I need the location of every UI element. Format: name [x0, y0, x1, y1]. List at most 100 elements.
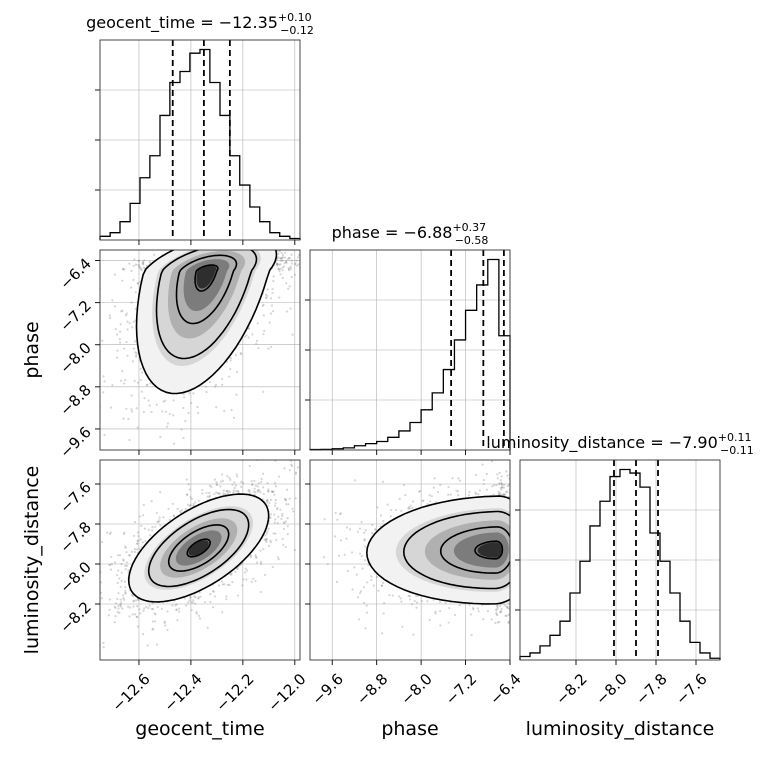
scatter-point [180, 509, 184, 512]
scatter-point [133, 534, 136, 537]
scatter-point [171, 604, 174, 607]
scatter-point [321, 487, 323, 489]
scatter-point [185, 478, 188, 481]
scatter-point [247, 489, 250, 492]
scatter-point [156, 520, 159, 523]
scatter-point [263, 329, 266, 332]
scatter-point [142, 410, 146, 414]
scatter-point [195, 611, 198, 614]
scatter-point [142, 259, 146, 262]
scatter-point [121, 309, 124, 312]
scatter-point [151, 620, 154, 623]
scatter-point [147, 528, 150, 531]
scatter-point [284, 520, 288, 523]
scatter-point [266, 294, 269, 297]
scatter-point [163, 399, 167, 402]
scatter-point [281, 269, 284, 272]
scatter-point [142, 266, 146, 269]
scatter-point [123, 382, 126, 385]
scatter-point [125, 312, 128, 315]
contours-10 [135, 250, 278, 395]
scatter-point [218, 492, 221, 495]
scatter-point [269, 513, 272, 516]
scatter-point [130, 408, 133, 411]
scatter-point [192, 502, 195, 506]
scatter-point [221, 383, 224, 386]
scatter-point [221, 479, 224, 482]
scatter-point [258, 242, 260, 244]
scatter-point [148, 404, 151, 407]
scatter-point [255, 342, 258, 345]
scatter-point [136, 598, 140, 601]
scatter-point [254, 579, 257, 583]
scatter-point [151, 628, 154, 631]
scatter-point [261, 486, 265, 489]
scatter-point [206, 495, 209, 498]
scatter-point [217, 584, 221, 587]
scatter-point [204, 385, 207, 388]
scatter-point [205, 391, 208, 394]
scatter-point [251, 247, 253, 249]
scatter-point [256, 490, 260, 493]
scatter-point [253, 487, 256, 490]
scatter-point [223, 583, 226, 586]
scatter-point [206, 626, 209, 629]
scatter-point [280, 259, 283, 262]
scatter-point [221, 377, 224, 381]
scatter-point [142, 261, 145, 264]
scatter-point [183, 396, 186, 399]
scatter-point [231, 581, 234, 584]
scatter-point [279, 508, 282, 511]
scatter-point [128, 615, 131, 618]
scatter-point [272, 275, 275, 278]
scatter-point [229, 357, 232, 360]
scatter-point [175, 608, 178, 612]
scatter-point [115, 356, 119, 359]
scatter-point [240, 485, 243, 488]
scatter-point [286, 517, 289, 520]
scatter-point [271, 291, 274, 295]
scatter-point [286, 488, 289, 491]
scatter-point [127, 417, 130, 421]
scatter-point [197, 597, 200, 600]
scatter-point [122, 597, 125, 600]
scatter-point [226, 246, 228, 248]
scatter-point [284, 260, 288, 263]
scatter-point [124, 378, 127, 382]
scatter-point [97, 627, 99, 629]
scatter-point [162, 516, 165, 519]
scatter-point [252, 577, 255, 581]
scatter-point [222, 492, 225, 495]
scatter-point [291, 333, 294, 336]
scatter-point [127, 554, 130, 557]
scatter-point [137, 263, 140, 266]
scatter-point [111, 384, 114, 387]
scatter-point [108, 314, 111, 317]
scatter-point [128, 438, 131, 442]
scatter-point [234, 484, 237, 487]
scatter-point [152, 253, 156, 256]
scatter-point [250, 554, 253, 558]
scatter-point [226, 475, 229, 478]
scatter-point [282, 246, 284, 248]
scatter-point [147, 606, 150, 610]
scatter-point [226, 245, 228, 247]
scatter-point [265, 296, 268, 299]
scatter-point [270, 345, 273, 348]
scatter-point [148, 604, 151, 607]
scatter-point [228, 476, 231, 480]
scatter-point [108, 317, 112, 320]
scatter-point [124, 591, 127, 595]
scatter-point [252, 246, 254, 248]
scatter-point [172, 442, 176, 445]
contour-line [135, 250, 278, 395]
scatter-point [223, 410, 226, 413]
scatter-point [126, 605, 130, 608]
scatter-point [229, 359, 232, 362]
scatter-point [247, 327, 251, 330]
scatter-point [250, 480, 253, 483]
scatter-point [150, 500, 153, 503]
scatter-point [117, 592, 120, 595]
scatter-point [156, 605, 159, 609]
